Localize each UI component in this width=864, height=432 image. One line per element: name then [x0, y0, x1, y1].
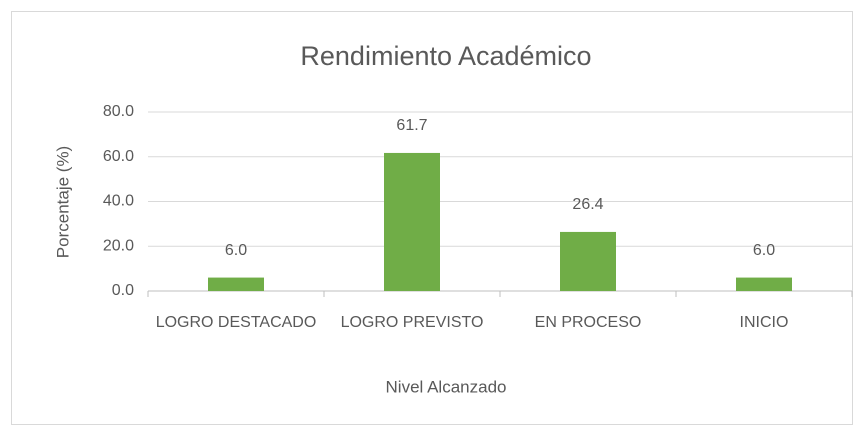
y-tick-label: 40.0	[103, 193, 134, 210]
x-tick-label: LOGRO PREVISTO	[341, 314, 484, 331]
x-axis-label: Nivel Alcanzado	[386, 377, 507, 396]
y-tick-label: 60.0	[103, 148, 134, 165]
data-label: 61.7	[396, 117, 427, 134]
data-label: 6.0	[753, 242, 775, 259]
data-label: 26.4	[572, 196, 603, 213]
bar	[560, 231, 616, 291]
data-label: 6.0	[225, 242, 247, 259]
x-tick-label: LOGRO DESTACADO	[156, 314, 317, 331]
chart-title: Rendimiento Académico	[300, 41, 591, 71]
y-axis-label: Porcentaje (%)	[53, 146, 72, 258]
x-tick-label: INICIO	[740, 314, 789, 331]
bar	[384, 152, 440, 291]
x-tick-label: EN PROCESO	[535, 314, 642, 331]
bar	[736, 277, 792, 291]
y-tick-label: 0.0	[112, 282, 134, 299]
y-tick-label: 20.0	[103, 237, 134, 254]
y-tick-label: 80.0	[103, 103, 134, 120]
bar	[208, 277, 264, 291]
